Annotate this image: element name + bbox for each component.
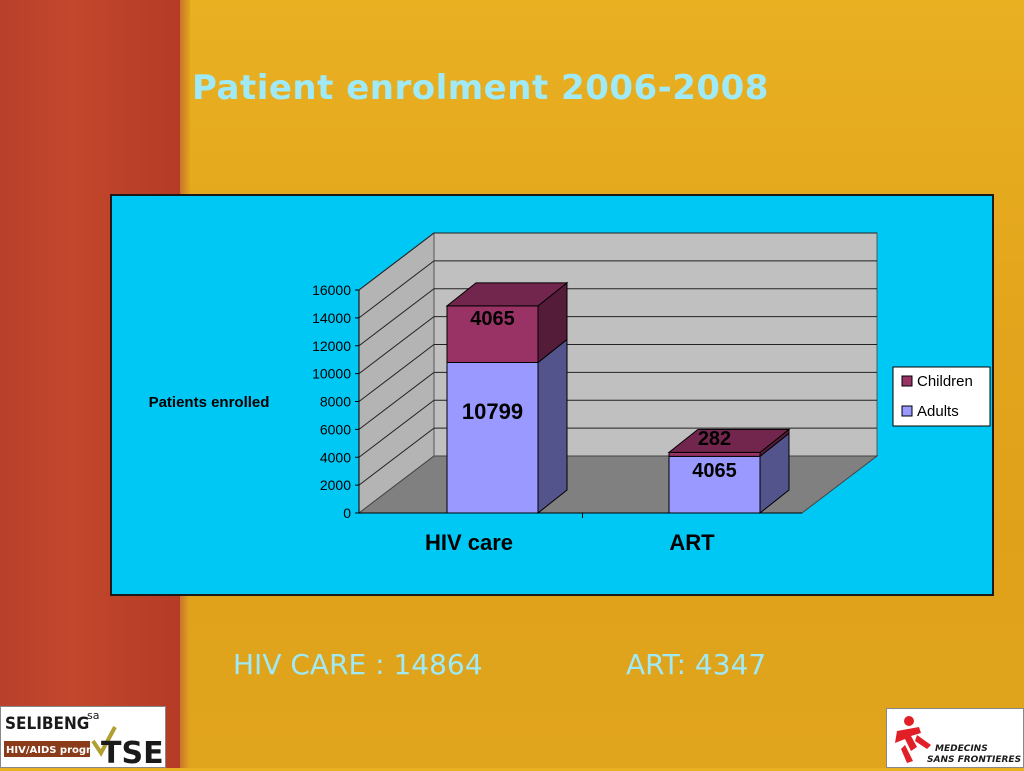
- bar-top-art: [667, 428, 791, 453]
- gridline: [358, 232, 877, 291]
- y-tick-label: 2000: [320, 477, 351, 493]
- chart-panel: 0 2000 4000 6000 8000 10000 12000 14000 16000 Pat…: [110, 194, 994, 596]
- bar-children-hiv-care: [446, 305, 539, 363]
- data-label-adults: 4065: [692, 460, 737, 482]
- svg-text:HIV/AIDS programme: HIV/AIDS programme: [6, 745, 126, 756]
- y-axis-title: Patients enrolled: [149, 394, 270, 411]
- bar-children-art: [668, 451, 761, 457]
- msf-logo: MEDECINS SANS FRONTIERES: [886, 708, 1024, 768]
- x-category-label: ART: [669, 530, 715, 555]
- svg-text:TSEPO: TSEPO: [101, 736, 165, 767]
- data-label-children: 282: [698, 428, 731, 450]
- gridline: [358, 344, 877, 402]
- bar-adults-hiv-care: [446, 361, 539, 514]
- y-tick-label: 6000: [320, 421, 351, 437]
- gridline: [358, 371, 877, 430]
- slide-title: Patient enrolment 2006-2008: [192, 68, 769, 108]
- gridline: [358, 288, 877, 347]
- y-tick-label: 4000: [320, 449, 351, 465]
- selibeng-logo: SELIBENG sa HIV/AIDS programme TSEPO: [0, 706, 211, 771]
- data-label-adults: 10799: [462, 399, 523, 424]
- legend-swatch-adults: [901, 405, 913, 417]
- y-tick-label: 12000: [312, 338, 351, 354]
- summary-art: ART: 4347: [626, 648, 767, 681]
- data-label-children: 4065: [470, 308, 515, 330]
- y-tick-label: 14000: [312, 310, 351, 326]
- legend-label-children: Children: [917, 373, 973, 390]
- svg-text:sa: sa: [87, 709, 99, 722]
- y-tick-label: 16000: [312, 282, 351, 298]
- y-tick-label: 10000: [312, 366, 351, 382]
- gridline: [358, 427, 877, 486]
- plot-floor: [357, 455, 879, 514]
- x-category-label: HIV care: [425, 530, 513, 555]
- svg-text:SANS FRONTIERES: SANS FRONTIERES: [927, 755, 1021, 765]
- svg-text:MEDECINS: MEDECINS: [935, 744, 988, 754]
- gridline: [358, 316, 877, 375]
- legend-label-adults: Adults: [917, 403, 959, 420]
- bar-top-hiv-care: [445, 282, 569, 307]
- bar-side-adults: [537, 338, 568, 515]
- gridline: [358, 399, 877, 458]
- y-tick-label: 8000: [320, 394, 351, 410]
- gridline: [358, 260, 877, 319]
- stacked-bar-chart: 0 2000 4000 6000 8000 10000 12000 14000 16000 Pat…: [149, 231, 991, 555]
- y-tick-label: 0: [343, 505, 351, 521]
- legend-swatch-children: [901, 375, 913, 387]
- summary-hiv-care: HIV CARE : 14864: [233, 648, 483, 681]
- svg-text:SELIBENG: SELIBENG: [5, 714, 89, 734]
